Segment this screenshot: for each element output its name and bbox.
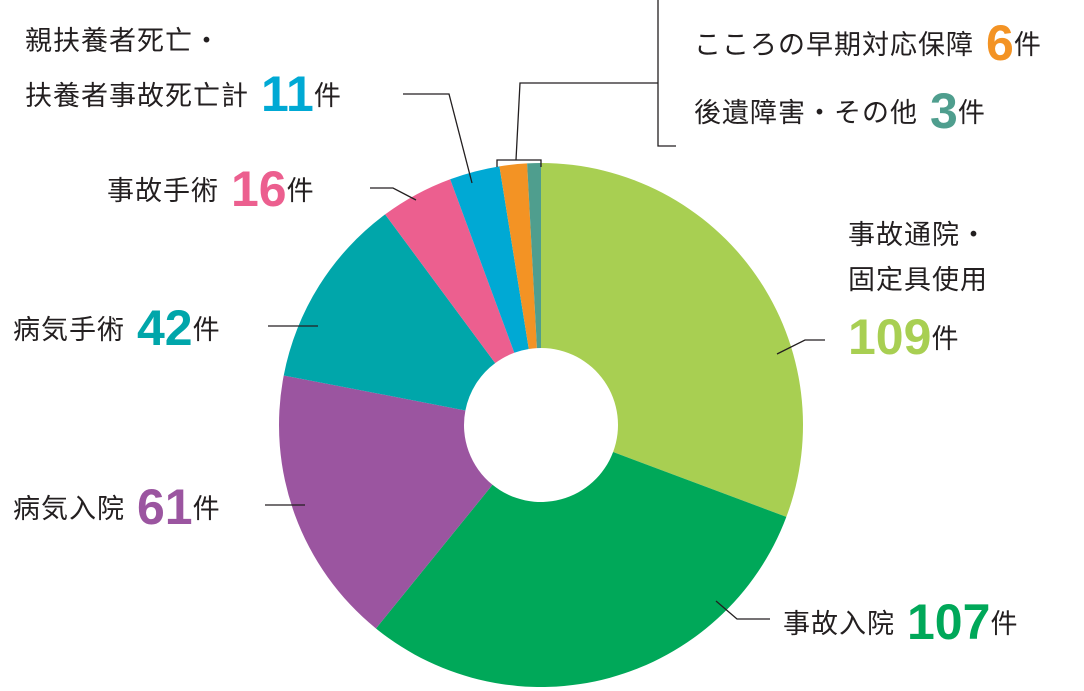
donut-slice [541,163,804,517]
donut-slices [278,163,804,687]
label-aftereffect: 後遺障害・その他 3件 [694,86,986,136]
label-parent-death: 親扶養者死亡・ 扶養者事故死亡計 11件 [25,28,342,119]
label-mental-care: こころの早期対応保障 6件 [694,18,1042,68]
leader-accident-surgery [370,187,417,201]
donut-slice [283,214,496,411]
value-accident-surgery: 16 [231,161,287,217]
value-parent-death: 11 [261,66,314,122]
value-accident-hospital: 107 [907,594,991,650]
label-parent-death-line1: 親扶養者死亡・ [25,26,221,57]
label-aftereffect-text: 後遺障害・その他 [694,98,918,129]
label-accident-hospital: 事故入院 107件 [783,597,1018,647]
unit-parent-death: 件 [313,81,342,112]
value-aftereffect: 3 [930,83,958,139]
label-mental-care-text: こころの早期対応保障 [694,30,974,61]
donut-slice [450,166,529,353]
label-parent-death-line2: 扶養者事故死亡計 [25,81,249,112]
donut-slice [278,375,493,629]
leader-group-vertical [657,0,676,147]
unit-mental-care: 件 [1013,30,1042,61]
leader-parent-death [403,93,473,184]
label-illness-hospital-text: 病気入院 [13,494,125,525]
label-accident-outpatient-line2: 固定具使用 [848,265,988,296]
label-accident-surgery: 事故手術 16件 [107,164,315,214]
label-illness-hospital: 病気入院 61件 [13,482,221,532]
unit-accident-hospital: 件 [990,609,1019,640]
unit-aftereffect: 件 [957,98,986,129]
leader-bracket [496,159,542,167]
leader-accident-hospital [715,600,770,620]
donut-slice [527,163,541,349]
leader-bracket-stem [515,82,658,161]
value-mental-care: 6 [986,15,1014,71]
unit-illness-hospital: 件 [192,494,221,525]
label-accident-hospital-text: 事故入院 [783,609,895,640]
donut-slice [499,163,537,349]
donut-slice [385,179,515,364]
leader-lines [265,0,825,620]
value-accident-outpatient: 109 [848,309,932,365]
label-accident-surgery-text: 事故手術 [107,176,219,207]
value-illness-hospital: 61 [137,479,193,535]
value-illness-surgery: 42 [137,300,193,356]
unit-accident-surgery: 件 [286,176,315,207]
unit-accident-outpatient: 件 [931,324,960,355]
label-accident-outpatient-line1: 事故通院・ [848,220,988,251]
unit-illness-surgery: 件 [192,315,221,346]
label-accident-outpatient: 事故通院・ 固定具使用 109件 [848,222,988,362]
label-illness-surgery-text: 病気手術 [13,315,125,346]
leader-accident-outpatient [776,339,825,355]
donut-slice [375,452,787,687]
label-illness-surgery: 病気手術 42件 [13,303,221,353]
